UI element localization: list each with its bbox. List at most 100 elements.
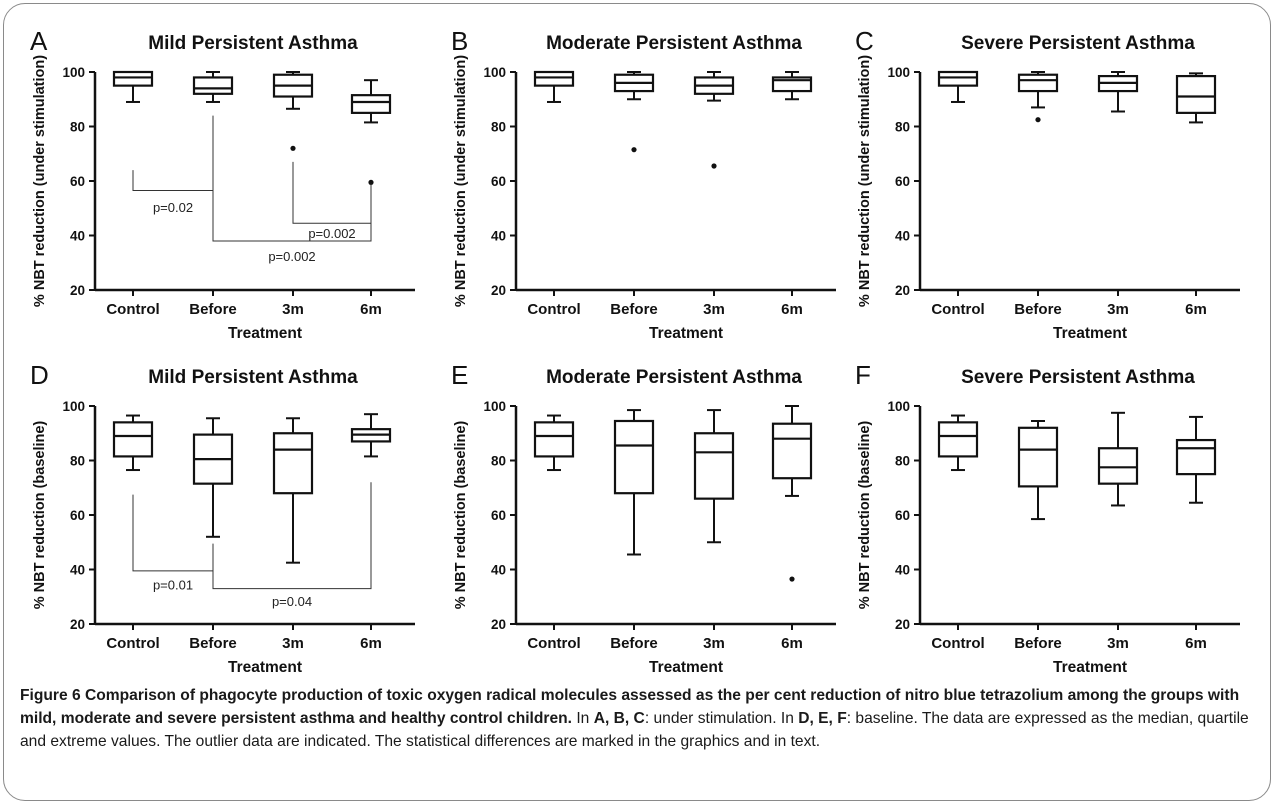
y-tick-label: 60 <box>491 508 506 523</box>
iqr-box <box>1017 73 1059 93</box>
caption-seg-2: : under stimulation. In <box>644 710 799 727</box>
y-tick-label: 40 <box>895 563 910 578</box>
panel-title: Mild Persistent Asthma <box>148 367 358 388</box>
y-tick-label: 40 <box>491 563 506 578</box>
caption-seg-1: A, B, C <box>593 710 645 727</box>
panel-letter: F <box>855 360 871 390</box>
box-before <box>1017 419 1059 521</box>
y-axis-label: % NBT reduction (under stimulation) <box>857 55 873 307</box>
x-tick-label: Control <box>931 301 984 318</box>
x-axis-label: Treatment <box>228 325 302 342</box>
y-tick-label: 20 <box>491 283 506 298</box>
box-plot-svg: B Moderate Persistent Asthma 20 40 60 80 100 % … <box>451 26 836 342</box>
panel-a: A Mild Persistent Asthma 20 40 60 80 100 % NBT … <box>20 16 444 356</box>
bracket-line <box>212 115 372 242</box>
box-3m <box>693 409 735 544</box>
x-axis-label: Treatment <box>228 659 302 676</box>
box-control <box>937 414 979 472</box>
figure-caption: Figure 6 Comparison of phagocyte product… <box>20 684 1260 753</box>
box-3m <box>693 71 735 169</box>
x-tick-label: 3m <box>282 635 304 652</box>
y-tick-label: 80 <box>491 454 506 469</box>
x-tick-label: 3m <box>1107 635 1129 652</box>
x-axis-label: Treatment <box>1053 325 1127 342</box>
panel-f: F Severe Persistent Asthma 20 40 60 80 100 % NB… <box>845 350 1269 690</box>
iqr-box <box>350 94 392 114</box>
y-tick-label: 60 <box>895 174 910 189</box>
y-tick-label: 60 <box>895 508 910 523</box>
y-tick-label: 60 <box>491 174 506 189</box>
box-3m <box>1097 411 1139 507</box>
box-6m <box>350 413 392 458</box>
box-3m <box>272 417 314 564</box>
x-tick-label: Before <box>189 301 237 318</box>
iqr-box <box>1175 74 1217 114</box>
x-tick-label: Control <box>527 301 580 318</box>
box-plot-svg: C Severe Persistent Asthma 20 40 60 80 100 % NB… <box>855 26 1240 342</box>
iqr-box <box>112 421 154 458</box>
p-value-label: p=0.04 <box>272 594 312 609</box>
box-before <box>613 409 655 556</box>
significance-bracket: p=0.02 <box>132 170 214 215</box>
iqr-box <box>533 421 575 458</box>
bracket-line <box>212 482 372 590</box>
box-control <box>533 414 575 472</box>
box-before <box>192 417 234 538</box>
outlier-point <box>631 147 637 153</box>
iqr-box <box>1017 426 1059 488</box>
iqr-box <box>937 70 979 87</box>
y-tick-label: 100 <box>62 65 85 80</box>
bracket-line <box>132 494 214 572</box>
y-tick-label: 80 <box>70 120 85 135</box>
panel-d: D Mild Persistent Asthma 20 40 60 80 100 % NBT … <box>20 350 444 690</box>
y-tick-label: 100 <box>483 65 506 80</box>
box-before <box>613 71 655 153</box>
bracket-line <box>292 161 372 224</box>
x-axis-label: Treatment <box>649 325 723 342</box>
outlier-point <box>711 163 717 169</box>
y-tick-label: 20 <box>895 283 910 298</box>
significance-bracket: p=0.002 <box>212 115 372 264</box>
p-value-label: p=0.02 <box>153 200 193 215</box>
caption-seg-0: In <box>572 710 594 727</box>
x-tick-label: Control <box>106 635 159 652</box>
caption-title: Figure 6 Comparison of phagocyte product… <box>20 687 1240 727</box>
box-before <box>192 71 234 103</box>
y-tick-label: 80 <box>70 454 85 469</box>
significance-bracket: p=0.002 <box>292 161 372 241</box>
y-tick-label: 60 <box>70 508 85 523</box>
bracket-line <box>132 170 214 192</box>
x-tick-label: Before <box>1014 301 1062 318</box>
x-tick-label: 3m <box>1107 301 1129 318</box>
x-tick-label: 6m <box>360 635 382 652</box>
panel-letter: C <box>855 26 874 56</box>
y-axis-label: % NBT reduction (baseline) <box>453 421 469 610</box>
panel-e: E Moderate Persistent Asthma 20 40 60 80 100 % … <box>441 350 865 690</box>
x-tick-label: Control <box>527 635 580 652</box>
box-plot-svg: A Mild Persistent Asthma 20 40 60 80 100 % NBT … <box>30 26 415 342</box>
y-axis-label: % NBT reduction (baseline) <box>32 421 48 610</box>
iqr-box <box>771 422 813 480</box>
panel-letter: B <box>451 26 468 56</box>
panel-title: Mild Persistent Asthma <box>148 33 358 54</box>
y-tick-label: 40 <box>70 563 85 578</box>
y-tick-label: 20 <box>895 617 910 632</box>
panel-title: Severe Persistent Asthma <box>961 367 1195 388</box>
p-value-label: p=0.002 <box>268 249 315 264</box>
x-tick-label: Before <box>189 635 237 652</box>
panel-letter: A <box>30 26 48 56</box>
outlier-point <box>368 179 374 185</box>
y-tick-label: 40 <box>895 229 910 244</box>
x-tick-label: Before <box>610 635 658 652</box>
x-tick-label: 6m <box>360 301 382 318</box>
panel-title: Severe Persistent Asthma <box>961 33 1195 54</box>
x-axis-label: Treatment <box>649 659 723 676</box>
box-before <box>1017 71 1059 123</box>
iqr-box <box>1097 447 1139 485</box>
iqr-box <box>272 432 314 495</box>
panel-letter: D <box>30 360 49 390</box>
x-tick-label: 6m <box>781 301 803 318</box>
y-tick-label: 40 <box>70 229 85 244</box>
box-6m <box>771 71 813 101</box>
y-tick-label: 100 <box>483 399 506 414</box>
